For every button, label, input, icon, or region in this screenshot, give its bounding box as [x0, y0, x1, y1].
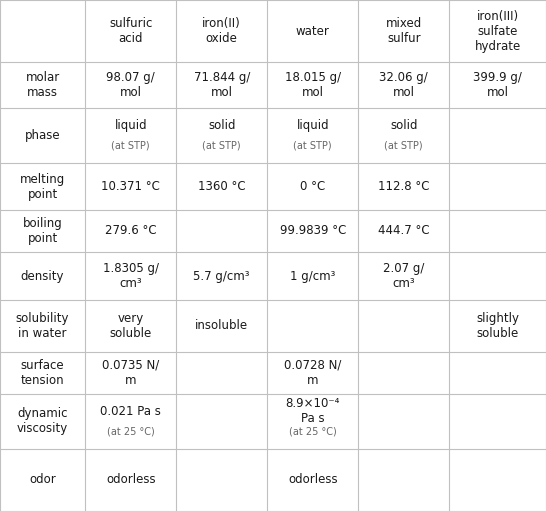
Text: iron(III)
sulfate
hydrate: iron(III) sulfate hydrate [474, 10, 521, 53]
Text: very
soluble: very soluble [110, 312, 152, 340]
Text: 0.021 Pa s: 0.021 Pa s [100, 405, 161, 418]
Text: 99.9839 °C: 99.9839 °C [280, 224, 346, 237]
Text: solubility
in water: solubility in water [16, 312, 69, 340]
Text: water: water [296, 25, 330, 37]
Text: (at STP): (at STP) [384, 141, 423, 151]
Text: liquid: liquid [115, 120, 147, 132]
Text: 279.6 °C: 279.6 °C [105, 224, 157, 237]
Text: mixed
sulfur: mixed sulfur [385, 17, 422, 45]
Text: 399.9 g/
mol: 399.9 g/ mol [473, 71, 522, 99]
Text: 444.7 °C: 444.7 °C [378, 224, 430, 237]
Text: boiling
point: boiling point [23, 217, 62, 245]
Text: 2.07 g/
cm³: 2.07 g/ cm³ [383, 262, 424, 290]
Text: (at STP): (at STP) [293, 141, 332, 151]
Text: odorless: odorless [288, 474, 337, 486]
Text: (at STP): (at STP) [203, 141, 241, 151]
Text: 8.9×10⁻⁴
Pa s: 8.9×10⁻⁴ Pa s [286, 398, 340, 426]
Text: 112.8 °C: 112.8 °C [378, 180, 430, 193]
Text: phase: phase [25, 129, 61, 143]
Text: 0 °C: 0 °C [300, 180, 325, 193]
Text: 32.06 g/
mol: 32.06 g/ mol [379, 71, 428, 99]
Text: 98.07 g/
mol: 98.07 g/ mol [106, 71, 155, 99]
Text: solid: solid [390, 120, 418, 132]
Text: melting
point: melting point [20, 173, 65, 201]
Text: 5.7 g/cm³: 5.7 g/cm³ [193, 269, 250, 283]
Text: iron(II)
oxide: iron(II) oxide [203, 17, 241, 45]
Text: 1 g/cm³: 1 g/cm³ [290, 269, 335, 283]
Text: surface
tension: surface tension [21, 359, 64, 387]
Text: 1.8305 g/
cm³: 1.8305 g/ cm³ [103, 262, 159, 290]
Text: solid: solid [208, 120, 235, 132]
Text: (at 25 °C): (at 25 °C) [289, 426, 337, 436]
Text: odor: odor [29, 474, 56, 486]
Text: molar
mass: molar mass [26, 71, 60, 99]
Text: (at STP): (at STP) [111, 141, 150, 151]
Text: 1360 °C: 1360 °C [198, 180, 246, 193]
Text: liquid: liquid [296, 120, 329, 132]
Text: 0.0735 N/
m: 0.0735 N/ m [102, 359, 159, 387]
Text: odorless: odorless [106, 474, 156, 486]
Text: slightly
soluble: slightly soluble [476, 312, 519, 340]
Text: 18.015 g/
mol: 18.015 g/ mol [284, 71, 341, 99]
Text: (at 25 °C): (at 25 °C) [107, 426, 155, 436]
Text: density: density [21, 269, 64, 283]
Text: sulfuric
acid: sulfuric acid [109, 17, 152, 45]
Text: insoluble: insoluble [195, 319, 248, 333]
Text: dynamic
viscosity: dynamic viscosity [17, 407, 68, 435]
Text: 10.371 °C: 10.371 °C [102, 180, 160, 193]
Text: 0.0728 N/
m: 0.0728 N/ m [284, 359, 341, 387]
Text: 71.844 g/
mol: 71.844 g/ mol [193, 71, 250, 99]
